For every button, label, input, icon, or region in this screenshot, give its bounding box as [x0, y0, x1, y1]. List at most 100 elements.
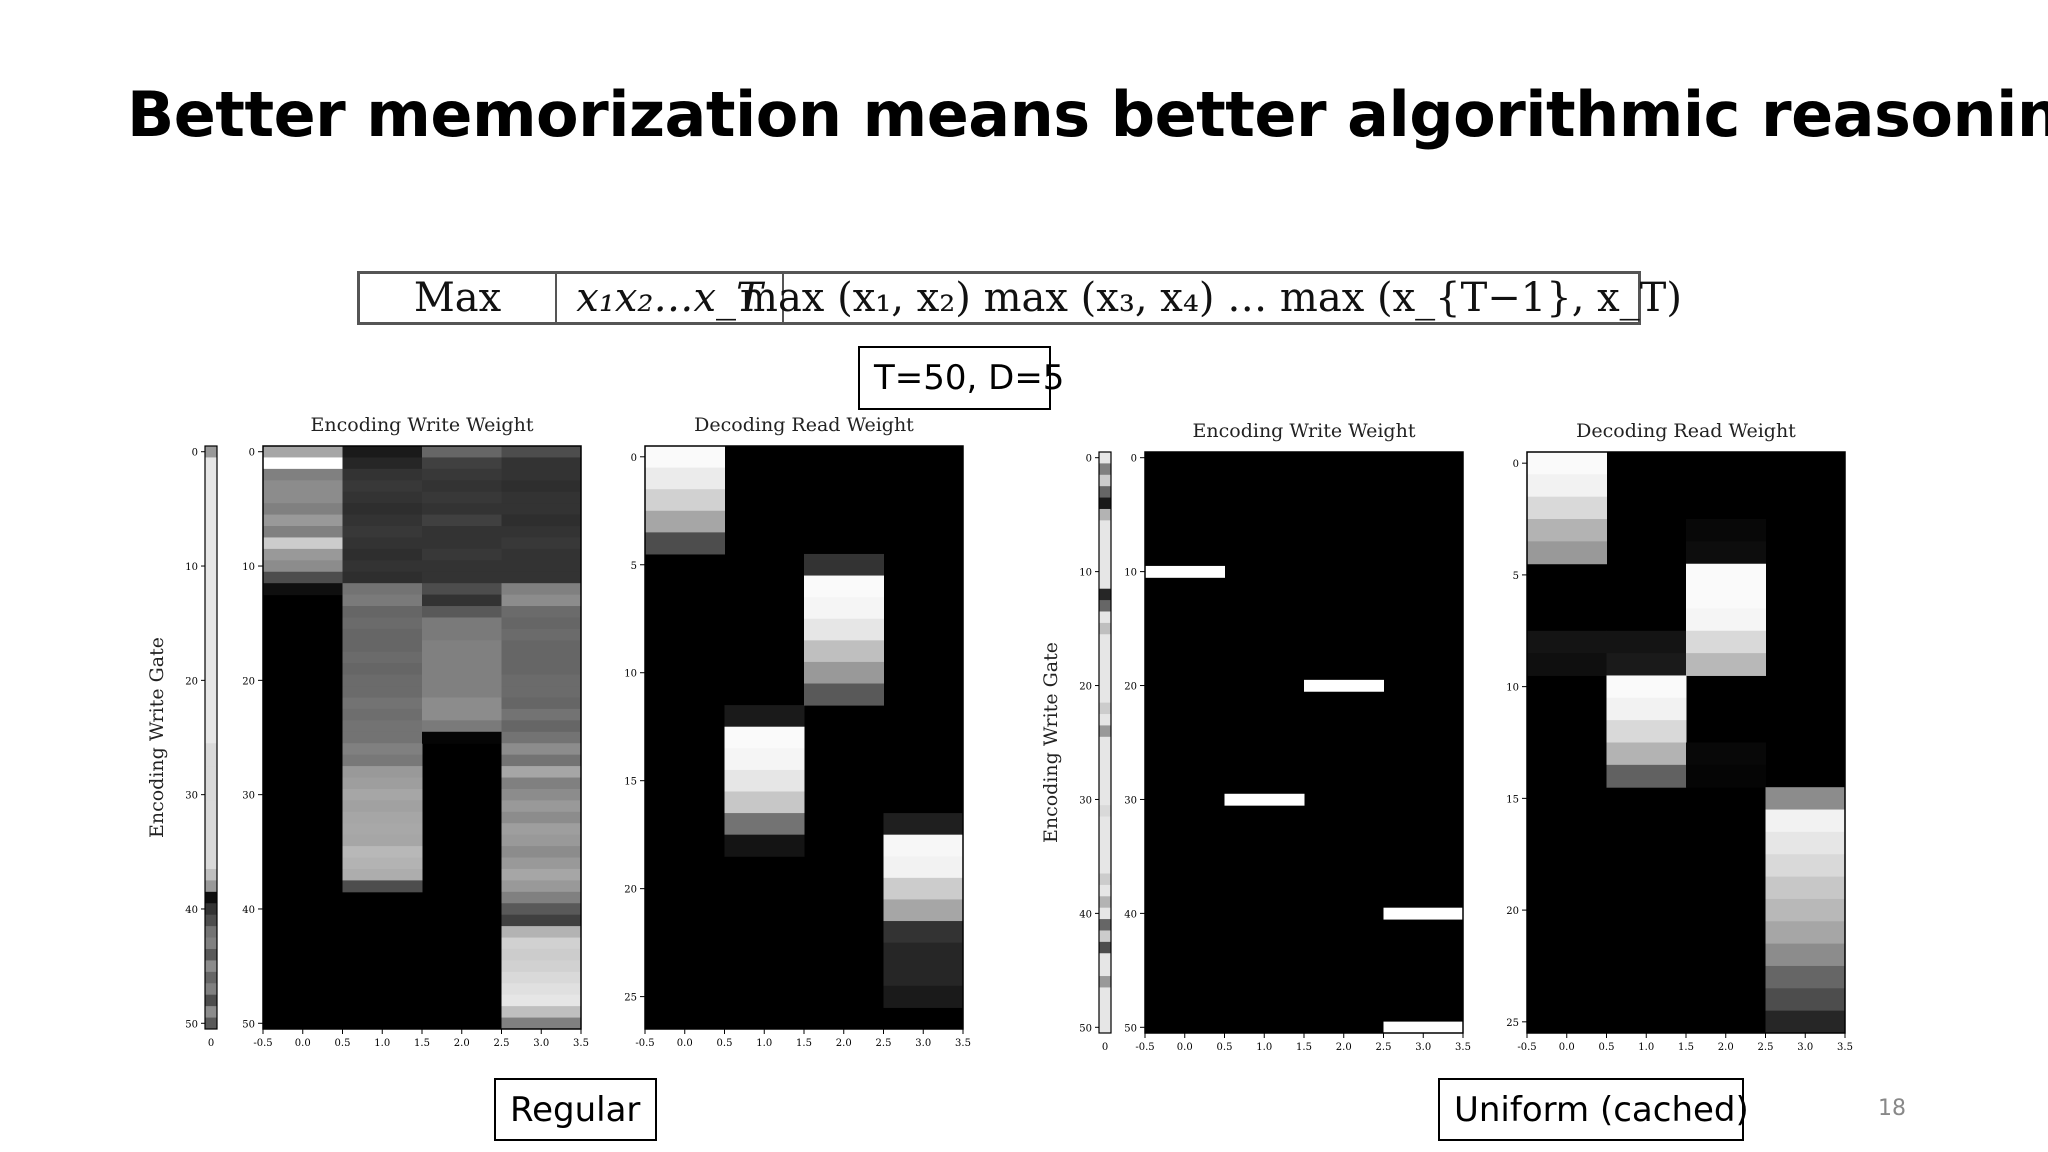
regular-read-cell [804, 553, 884, 577]
regular-gate-cell [205, 514, 217, 527]
regular-read-cell [645, 467, 725, 490]
uniform-write-background [1145, 452, 1463, 1033]
regular-read-cell [724, 726, 805, 749]
regular-write-cell [342, 548, 423, 561]
regular-write-cell [263, 503, 343, 516]
regular-write-cell [501, 697, 582, 710]
uniform-read-xtick-label: 3.0 [1797, 1042, 1813, 1053]
regular-write-cell [501, 708, 582, 721]
regular-write-cell [342, 468, 423, 481]
regular-figure: 0 10 20 30 40 50 0 Encoding Write Gate Encoding … [137, 410, 972, 1070]
uniform-gate-cell [1099, 554, 1111, 567]
regular-read-xtick-label: 2.0 [836, 1038, 852, 1049]
regular-write-cell [342, 788, 423, 801]
regular-write-title: Encoding Write Weight [311, 414, 534, 436]
uniform-gate-tick-label: 20 [1079, 682, 1092, 693]
regular-read-cell [883, 964, 964, 987]
regular-write-cell [342, 686, 423, 698]
uniform-gate-cell [1099, 896, 1111, 909]
regular-write-cell [501, 640, 582, 653]
regular-gate-cell [205, 823, 217, 836]
regular-write-cell [501, 960, 582, 973]
regular-gate-xtick-label: 0 [208, 1038, 214, 1049]
uniform-read-cell [1686, 742, 1766, 766]
regular-read-cell [645, 510, 725, 533]
uniform-read-cell [1686, 630, 1766, 654]
regular-write-cell [342, 697, 423, 710]
regular-gate-cell [205, 606, 217, 618]
regular-write-xtick-label: -0.5 [253, 1038, 272, 1049]
regular-ylabel: Encoding Write Gate [146, 637, 168, 838]
regular-write-cell [342, 537, 423, 550]
uniform-gate-cell [1099, 987, 1111, 1000]
uniform-write-ytick-label: 30 [1124, 795, 1137, 806]
regular-gate-tick-label: 10 [185, 562, 198, 573]
regular-write-cell [501, 766, 582, 779]
uniform-write-xtick-label: 0.5 [1217, 1042, 1233, 1053]
uniform-gate-cell [1099, 964, 1111, 977]
regular-write-cell [342, 446, 423, 458]
uniform-write-xtick-label: 1.5 [1296, 1042, 1312, 1053]
regular-read-cell [883, 985, 964, 1008]
uniform-gate-cell [1099, 588, 1111, 601]
regular-read-ytick-label: 10 [624, 669, 637, 680]
uniform-read-cell [1606, 764, 1687, 788]
uniform-gate-cell [1099, 565, 1111, 578]
uniform-read-cell [1765, 1010, 1846, 1034]
regular-write-cell [501, 628, 582, 641]
uniform-write-xtick-label: 1.0 [1256, 1042, 1272, 1053]
regular-gate-cell [205, 594, 217, 607]
regular-gate-cell [205, 1006, 217, 1019]
uniform-read-ytick-label: 5 [1513, 571, 1519, 582]
regular-write-cell [501, 926, 582, 939]
regular-gate-cell [205, 937, 217, 950]
uniform-read-cell [1686, 519, 1766, 542]
uniform-write-ytick-label: 10 [1124, 568, 1137, 579]
regular-write-cell [422, 526, 502, 538]
regular-write-cell [501, 1006, 582, 1019]
uniform-write-xtick-label: 0.0 [1177, 1042, 1193, 1053]
regular-write-cell [501, 491, 582, 504]
uniform-write-cell [1304, 679, 1384, 692]
regular-read-ytick-label: 15 [624, 777, 637, 788]
uniform-read-cell [1686, 608, 1766, 632]
regular-gate-cell [205, 800, 217, 813]
uniform-gate-cell [1099, 930, 1111, 943]
regular-read-cell [724, 791, 805, 814]
uniform-gate-cell [1099, 736, 1111, 749]
regular-write-cell [501, 606, 582, 618]
regular-read-cell [804, 661, 884, 685]
regular-write-cell [342, 651, 423, 664]
regular-gate-cell [205, 811, 217, 824]
regular-write-group: Encoding Write Weight 0 10 20 30 40 50 -0.5 0.0 0… [242, 414, 589, 1049]
regular-write-cell [501, 674, 582, 687]
uniform-gate-cell [1099, 816, 1111, 829]
regular-gate-tick-label: 20 [185, 676, 198, 687]
uniform-gate-cell [1099, 1010, 1111, 1023]
regular-write-cell [342, 560, 423, 573]
regular-write-cell [501, 548, 582, 561]
regular-gate-cell [205, 640, 217, 653]
regular-write-cell [501, 594, 582, 607]
regular-write-cell [422, 446, 502, 458]
regular-write-cell [263, 457, 343, 470]
uniform-read-cell [1527, 519, 1607, 542]
uniform-read-cell [1686, 764, 1766, 788]
uniform-gate-xtick-label: 0 [1102, 1042, 1108, 1053]
regular-write-cell [422, 514, 502, 527]
regular-gate-tick-label: 30 [185, 791, 198, 802]
regular-gate-cell [205, 880, 217, 893]
uniform-ylabel: Encoding Write Gate [1040, 642, 1062, 843]
uniform-gate-cell [1099, 634, 1111, 647]
regular-write-cell [501, 891, 582, 904]
uniform-gate-cell [1099, 622, 1111, 635]
regular-write-cell [501, 914, 582, 927]
uniform-gate-cell [1099, 805, 1111, 818]
uniform-write-cell [1383, 1021, 1464, 1034]
uniform-read-cell [1527, 653, 1607, 676]
regular-write-cell [263, 491, 343, 504]
uniform-read-cell [1686, 586, 1766, 609]
regular-write-cell [501, 457, 582, 470]
regular-read-xtick-label: 3.5 [955, 1038, 971, 1049]
regular-gate-cell [205, 628, 217, 641]
